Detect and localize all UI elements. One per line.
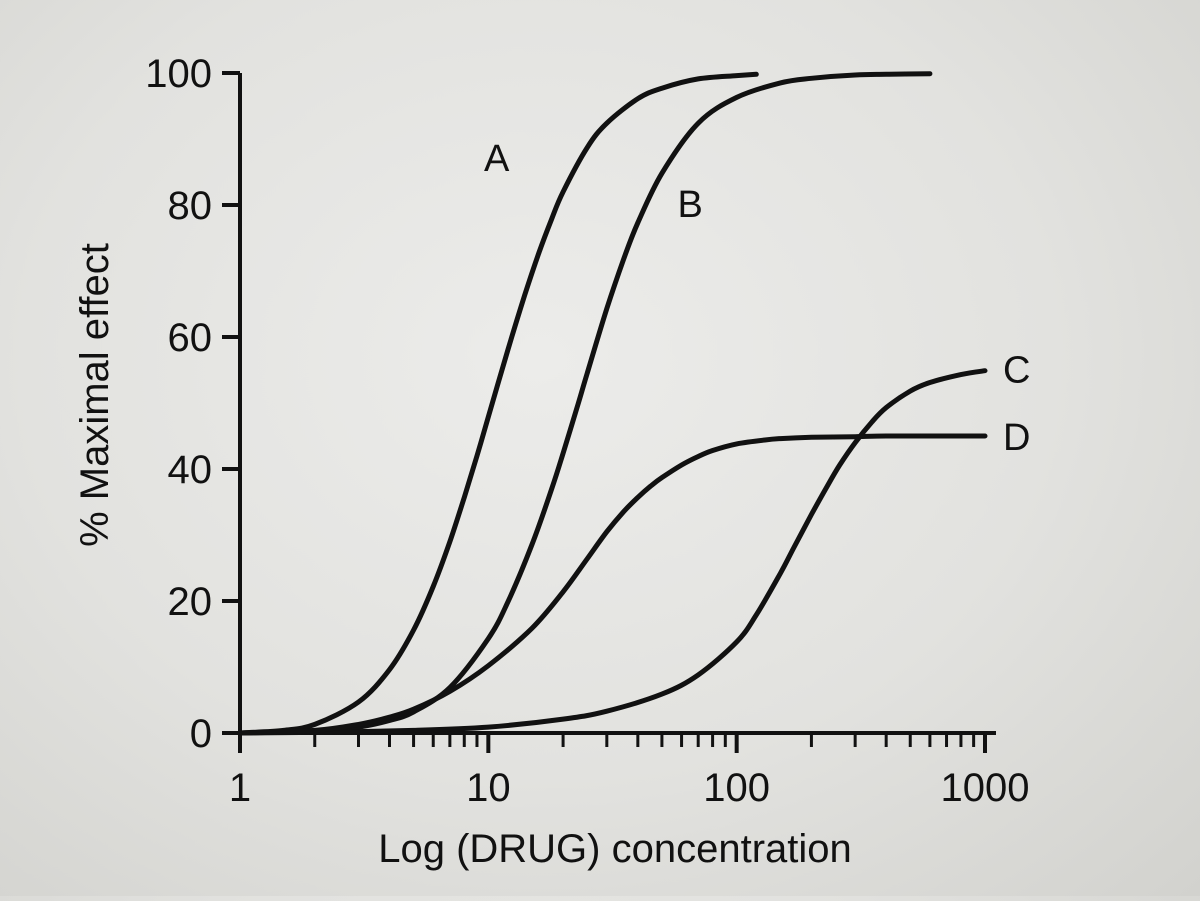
y-tick-label: 40 <box>168 448 213 492</box>
x-tick-label: 1 <box>229 766 251 810</box>
series-d-line <box>237 433 988 736</box>
y-tick-label: 80 <box>168 184 213 228</box>
y-axis-ticks: 0 20 40 60 80 100 <box>145 52 240 756</box>
x-axis-ticks: 1 10 100 1000 <box>229 733 1030 810</box>
y-tick-label: 0 <box>190 712 212 756</box>
curve-labels: A B CD <box>484 138 1030 459</box>
x-axis-title: Log (DRUG) concentration <box>378 827 852 871</box>
x-tick-label: 1000 <box>941 766 1030 810</box>
series-c-label: C <box>1003 350 1030 392</box>
y-tick-label: 100 <box>145 52 212 96</box>
series-b-line <box>237 71 933 736</box>
series-d-label: D <box>1003 417 1030 459</box>
series-b-label: B <box>678 184 703 226</box>
series-a-label: A <box>484 138 510 180</box>
series-a-line <box>237 71 759 736</box>
x-tick-label: 10 <box>466 766 511 810</box>
x-tick-label: 100 <box>703 766 770 810</box>
series-c-line <box>237 368 988 736</box>
y-tick-label: 60 <box>168 316 213 360</box>
series-layer <box>237 71 988 736</box>
y-axis-title: % Maximal effect <box>73 243 117 547</box>
y-tick-label: 20 <box>168 580 213 624</box>
